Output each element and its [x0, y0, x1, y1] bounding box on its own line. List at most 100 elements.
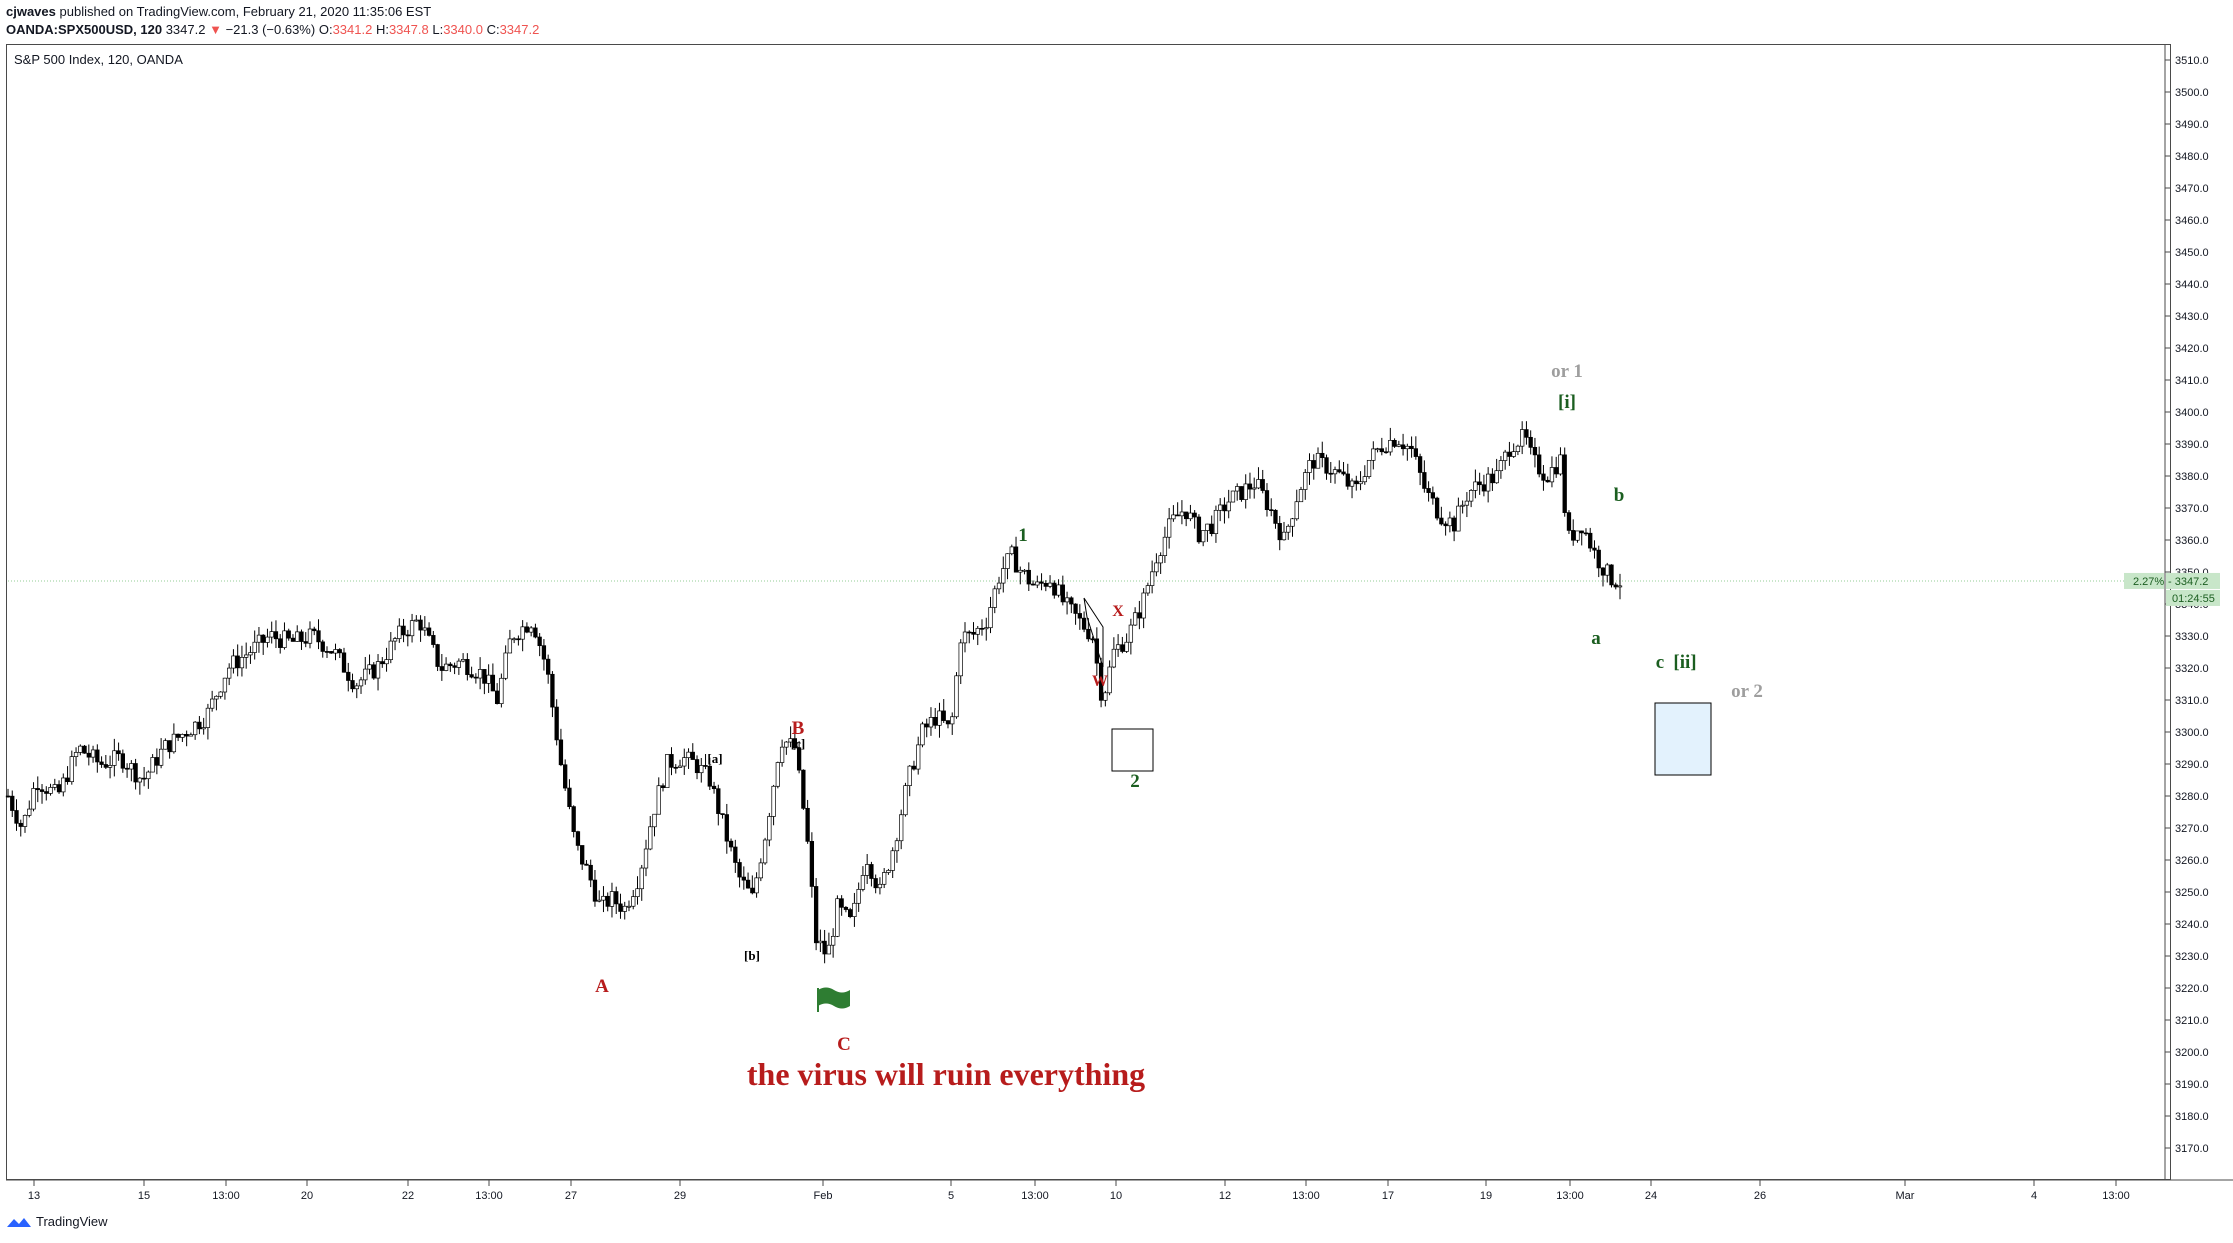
candle-body	[86, 752, 91, 758]
candle-body	[788, 738, 793, 743]
candle-body	[1149, 571, 1155, 586]
wave-label-i: [i]	[1558, 392, 1576, 413]
candle-body	[299, 631, 304, 642]
candle-body	[1498, 460, 1504, 472]
candle-body	[1464, 500, 1470, 506]
candle-body	[354, 685, 359, 690]
candle-body	[401, 625, 406, 636]
candle-body	[163, 740, 168, 750]
candle-body	[665, 754, 670, 789]
candle-body	[65, 777, 70, 783]
candle-body	[171, 733, 177, 753]
candle-body	[1026, 569, 1031, 585]
candle-body	[520, 626, 525, 640]
candle-body	[754, 877, 759, 894]
candle-body	[1434, 497, 1440, 519]
candle-body	[1520, 429, 1525, 447]
candle-body	[1137, 612, 1142, 619]
candle-body	[580, 845, 585, 865]
candle-body	[261, 634, 266, 643]
candle-body	[1366, 459, 1372, 477]
candle-body	[1596, 549, 1601, 569]
candle-body	[967, 631, 972, 634]
x-tick-label: 13:00	[1292, 1190, 1320, 1202]
candle-body	[537, 636, 542, 647]
candle-body	[916, 744, 921, 770]
candle-body	[762, 839, 768, 864]
y-tick-label: 3450.0	[2175, 247, 2209, 259]
candle-body	[290, 637, 296, 642]
candle-body	[201, 727, 206, 730]
candle-body	[107, 765, 113, 768]
candle-body	[90, 749, 96, 758]
wave-label-a: a	[1591, 628, 1601, 649]
candle-body	[1179, 511, 1185, 517]
flag-icon	[818, 987, 850, 1009]
x-tick-label: 22	[402, 1190, 414, 1202]
candle-body	[724, 814, 729, 842]
candle-body	[133, 763, 138, 783]
candle-body	[235, 655, 240, 669]
candle-body	[924, 723, 929, 728]
candle-body	[154, 757, 160, 766]
candle-body	[1128, 624, 1134, 643]
candle-body	[1158, 555, 1163, 564]
candle-body	[1468, 490, 1474, 502]
candle-body	[984, 627, 989, 630]
candle-body	[82, 745, 87, 754]
tradingview-footer[interactable]: TradingView	[6, 1214, 108, 1229]
candle-body	[69, 756, 74, 783]
candle-body	[1600, 567, 1606, 576]
y-tick-label: 3500.0	[2175, 87, 2209, 99]
candle-body	[1069, 597, 1074, 605]
candle-body	[614, 891, 619, 905]
candle-body	[1311, 460, 1316, 469]
candle-body	[380, 661, 385, 665]
close-label: C:	[486, 22, 500, 37]
candle-body	[1592, 547, 1597, 551]
candle-body	[175, 733, 181, 738]
x-tick-label: 10	[1110, 1190, 1122, 1202]
candle-body	[1379, 448, 1384, 453]
candle-body	[1281, 531, 1287, 541]
candle-body	[248, 652, 253, 656]
candle-body	[27, 808, 32, 816]
candle-body	[350, 680, 355, 690]
wave-2-target-box[interactable]	[1111, 728, 1154, 772]
candle-body	[954, 675, 959, 718]
countdown-tag	[2166, 589, 2220, 606]
candle-body	[1039, 581, 1044, 584]
candle-body	[945, 720, 951, 725]
candle-body	[826, 944, 832, 955]
candle-body	[1120, 644, 1125, 652]
candle-body	[839, 898, 844, 908]
wave-ii-target-box[interactable]	[1654, 702, 1712, 776]
candle-body	[252, 641, 257, 653]
candle-body	[61, 777, 66, 793]
candle-body	[490, 674, 496, 692]
candle-body	[643, 848, 649, 869]
y-tick-label: 3180.0	[2175, 1111, 2209, 1123]
candle-body	[1056, 584, 1061, 596]
candle-body	[363, 668, 368, 681]
candle-body	[103, 764, 108, 768]
pct-change-text: 2.27%	[2133, 576, 2164, 588]
candle-body	[903, 785, 908, 816]
candle-body	[592, 879, 598, 902]
candle-body	[22, 815, 28, 827]
candle-body	[686, 751, 691, 759]
candle-body	[546, 658, 551, 675]
candle-body	[1107, 666, 1112, 694]
y-tick-label: 3190.0	[2175, 1079, 2209, 1091]
candle-body	[1098, 662, 1104, 701]
wave-label-B: B	[792, 718, 805, 739]
candle-body	[1303, 472, 1308, 490]
candle-body	[95, 749, 100, 763]
candle-body	[1209, 523, 1214, 535]
candle-body	[443, 663, 449, 671]
candle-body	[146, 771, 151, 780]
candle-body	[282, 630, 287, 648]
candle-body	[1013, 546, 1019, 573]
author-name[interactable]: cjwaves	[6, 4, 56, 19]
